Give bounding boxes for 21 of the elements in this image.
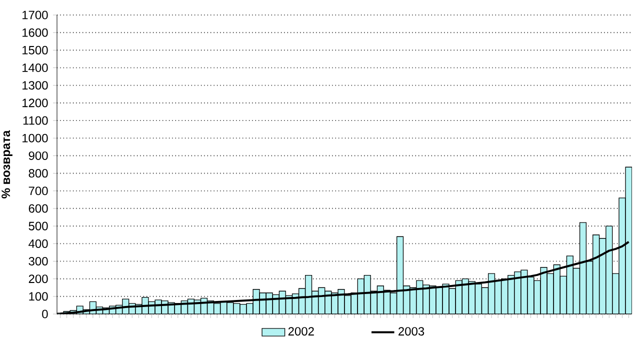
- y-tick-label: 400: [28, 239, 48, 248]
- y-tick-label: 200: [28, 274, 48, 284]
- y-tick-label: 1000: [22, 134, 48, 142]
- y-tick-label: 600: [28, 204, 48, 213]
- y-tick-label: 800: [28, 169, 48, 178]
- y-axis-title: % возврата: [2, 130, 12, 198]
- y-tick-label: 1600: [22, 28, 48, 37]
- y-tick-label: 700: [28, 186, 48, 196]
- y-tick-label: 100: [29, 292, 48, 301]
- y-tick-label: 500: [28, 222, 48, 230]
- y-tick-label: 1100: [23, 116, 48, 125]
- y-tick-label: 1700: [22, 10, 48, 20]
- y-tick-label: 1500: [22, 46, 48, 54]
- y-tick-label: 1300: [22, 81, 48, 90]
- legend-label: 2003: [398, 327, 424, 336]
- y-tick-label: 900: [28, 151, 48, 160]
- y-tick-label: 0: [42, 310, 48, 318]
- legend-label: 2002: [288, 327, 314, 336]
- y-tick-label: 300: [28, 256, 48, 266]
- y-tick-label: 1200: [22, 98, 48, 108]
- y-tick-label: 1400: [22, 64, 48, 72]
